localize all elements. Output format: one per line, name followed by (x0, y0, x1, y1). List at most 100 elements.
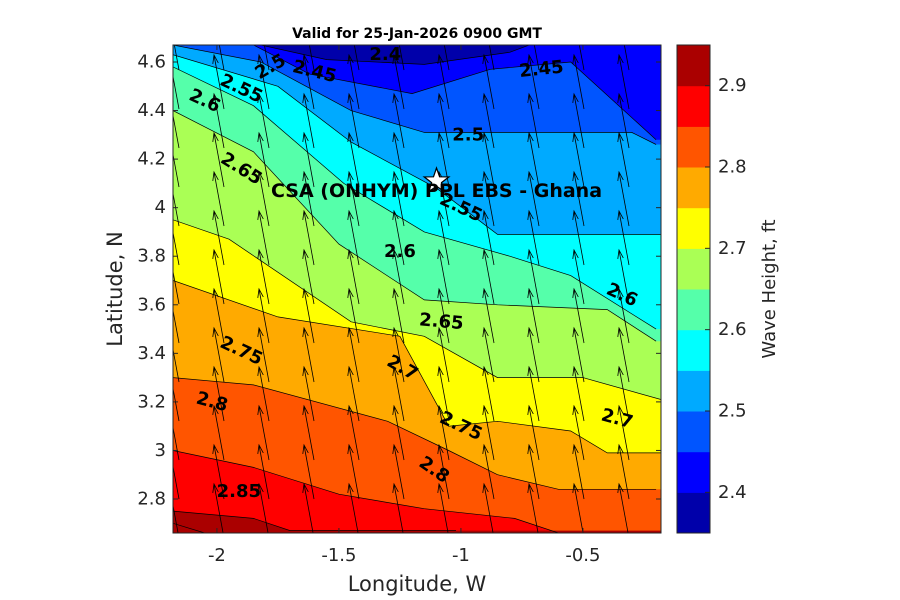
vector-arrow (572, 287, 585, 344)
vector-arrow (173, 61, 180, 110)
vector-arrow (482, 53, 495, 110)
vector-arrow (347, 287, 360, 344)
vector-arrow (392, 53, 405, 110)
vector-arrow (398, 45, 405, 71)
vector-arrow (572, 443, 585, 500)
vector-arrow (527, 443, 540, 500)
vector-arrow (392, 92, 405, 149)
vector-arrow (482, 404, 495, 461)
vector-arrow (173, 178, 180, 227)
contour-line-2-75 (173, 280, 661, 454)
vector-arrow (617, 170, 630, 227)
vector-arrow (578, 45, 585, 71)
vector-arrow (257, 287, 270, 344)
vector-arrow (527, 209, 540, 266)
vector-arrow (302, 209, 315, 266)
vector-arrow (257, 209, 270, 266)
vector-arrow (212, 131, 225, 188)
vector-arrow (212, 53, 225, 110)
vector-arrow (392, 326, 405, 383)
vector-arrow (527, 53, 540, 110)
vector-arrow (347, 365, 360, 422)
vector-arrow (572, 53, 585, 110)
x-tick-label: -1.5 (321, 545, 356, 566)
y-axis-label: Latitude, N (103, 231, 127, 347)
vector-arrow (527, 248, 540, 305)
contour-label: 2.45 (518, 57, 564, 83)
contour-fills (173, 45, 661, 533)
contour-line-2-55 (173, 54, 661, 235)
colorbar-swatch (677, 492, 710, 534)
vector-arrow (623, 45, 630, 71)
vector-arrow (488, 45, 495, 71)
vector-arrow (257, 248, 270, 305)
y-tick-label: 4.6 (137, 51, 166, 72)
colorbar-tick-label: 2.8 (718, 157, 747, 178)
vector-arrow (173, 45, 180, 71)
vector-arrow (173, 100, 180, 149)
vector-arrow (437, 287, 450, 344)
vector-arrow (392, 443, 405, 500)
vector-arrow (572, 482, 584, 533)
vector-arrow (437, 404, 450, 461)
colorbar-tick-label: 2.9 (718, 75, 747, 96)
vector-arrow (302, 170, 315, 227)
vector-arrow (437, 248, 450, 305)
contour-line-2-85 (173, 450, 559, 533)
contour-label: 2.85 (217, 481, 261, 502)
plot-frame (172, 44, 662, 534)
vector-arrow (482, 326, 495, 383)
vector-arrow (212, 209, 225, 266)
vector-arrow (527, 92, 540, 149)
vector-arrow (212, 404, 225, 461)
vector-arrow (302, 482, 314, 533)
vector-arrow (347, 326, 360, 383)
vector-arrow (443, 45, 450, 71)
colorbar-swatch (677, 248, 710, 290)
vector-arrow (302, 326, 315, 383)
colorbar-swatch (677, 167, 710, 209)
vector-arrow (347, 92, 360, 149)
vector-arrow (617, 209, 630, 266)
vector-arrow (482, 92, 495, 149)
vector-arrow (173, 490, 179, 533)
colorbar-label: Wave Height, ft (759, 219, 780, 358)
x-axis-ticks: -2 -1.5 -1 -0.5 (208, 45, 600, 566)
band-fill-2-85 (173, 450, 661, 533)
vector-arrow (617, 131, 630, 188)
x-tick-label: -0.5 (565, 545, 600, 566)
vector-arrow (173, 373, 180, 422)
colorbar-swatch (677, 85, 710, 127)
vector-arrow (482, 170, 495, 227)
vector-arrow (437, 365, 450, 422)
vector-arrow (392, 248, 405, 305)
vector-arrow (482, 131, 495, 188)
vector-arrow (212, 482, 224, 533)
vector-arrow (572, 365, 585, 422)
y-tick-label: 4.2 (137, 149, 166, 170)
vector-arrow (257, 404, 270, 461)
colorbar-tick-label: 2.7 (718, 238, 747, 259)
colorbar-frame (676, 44, 711, 534)
contour-line-2-45 (253, 45, 657, 140)
vector-arrow (572, 248, 585, 305)
vector-arrow (392, 170, 405, 227)
vector-arrow (572, 131, 585, 188)
vector-arrow (572, 209, 585, 266)
vector-arrow (173, 334, 180, 383)
band-fill-2-9 (173, 511, 661, 533)
vector-arrow (617, 443, 630, 500)
vector-arrow (257, 482, 269, 533)
vector-arrow (347, 53, 360, 110)
vector-arrow (392, 209, 405, 266)
vector-arrow (302, 131, 315, 188)
vector-arrow (257, 326, 270, 383)
vector-arrow (527, 404, 540, 461)
vector-arrow (437, 209, 450, 266)
contour-line-2-8 (173, 377, 657, 490)
vector-arrow (212, 170, 225, 227)
vector-arrow (617, 53, 630, 110)
vector-arrow (173, 451, 180, 500)
contour-label: 2.4 (369, 44, 401, 65)
